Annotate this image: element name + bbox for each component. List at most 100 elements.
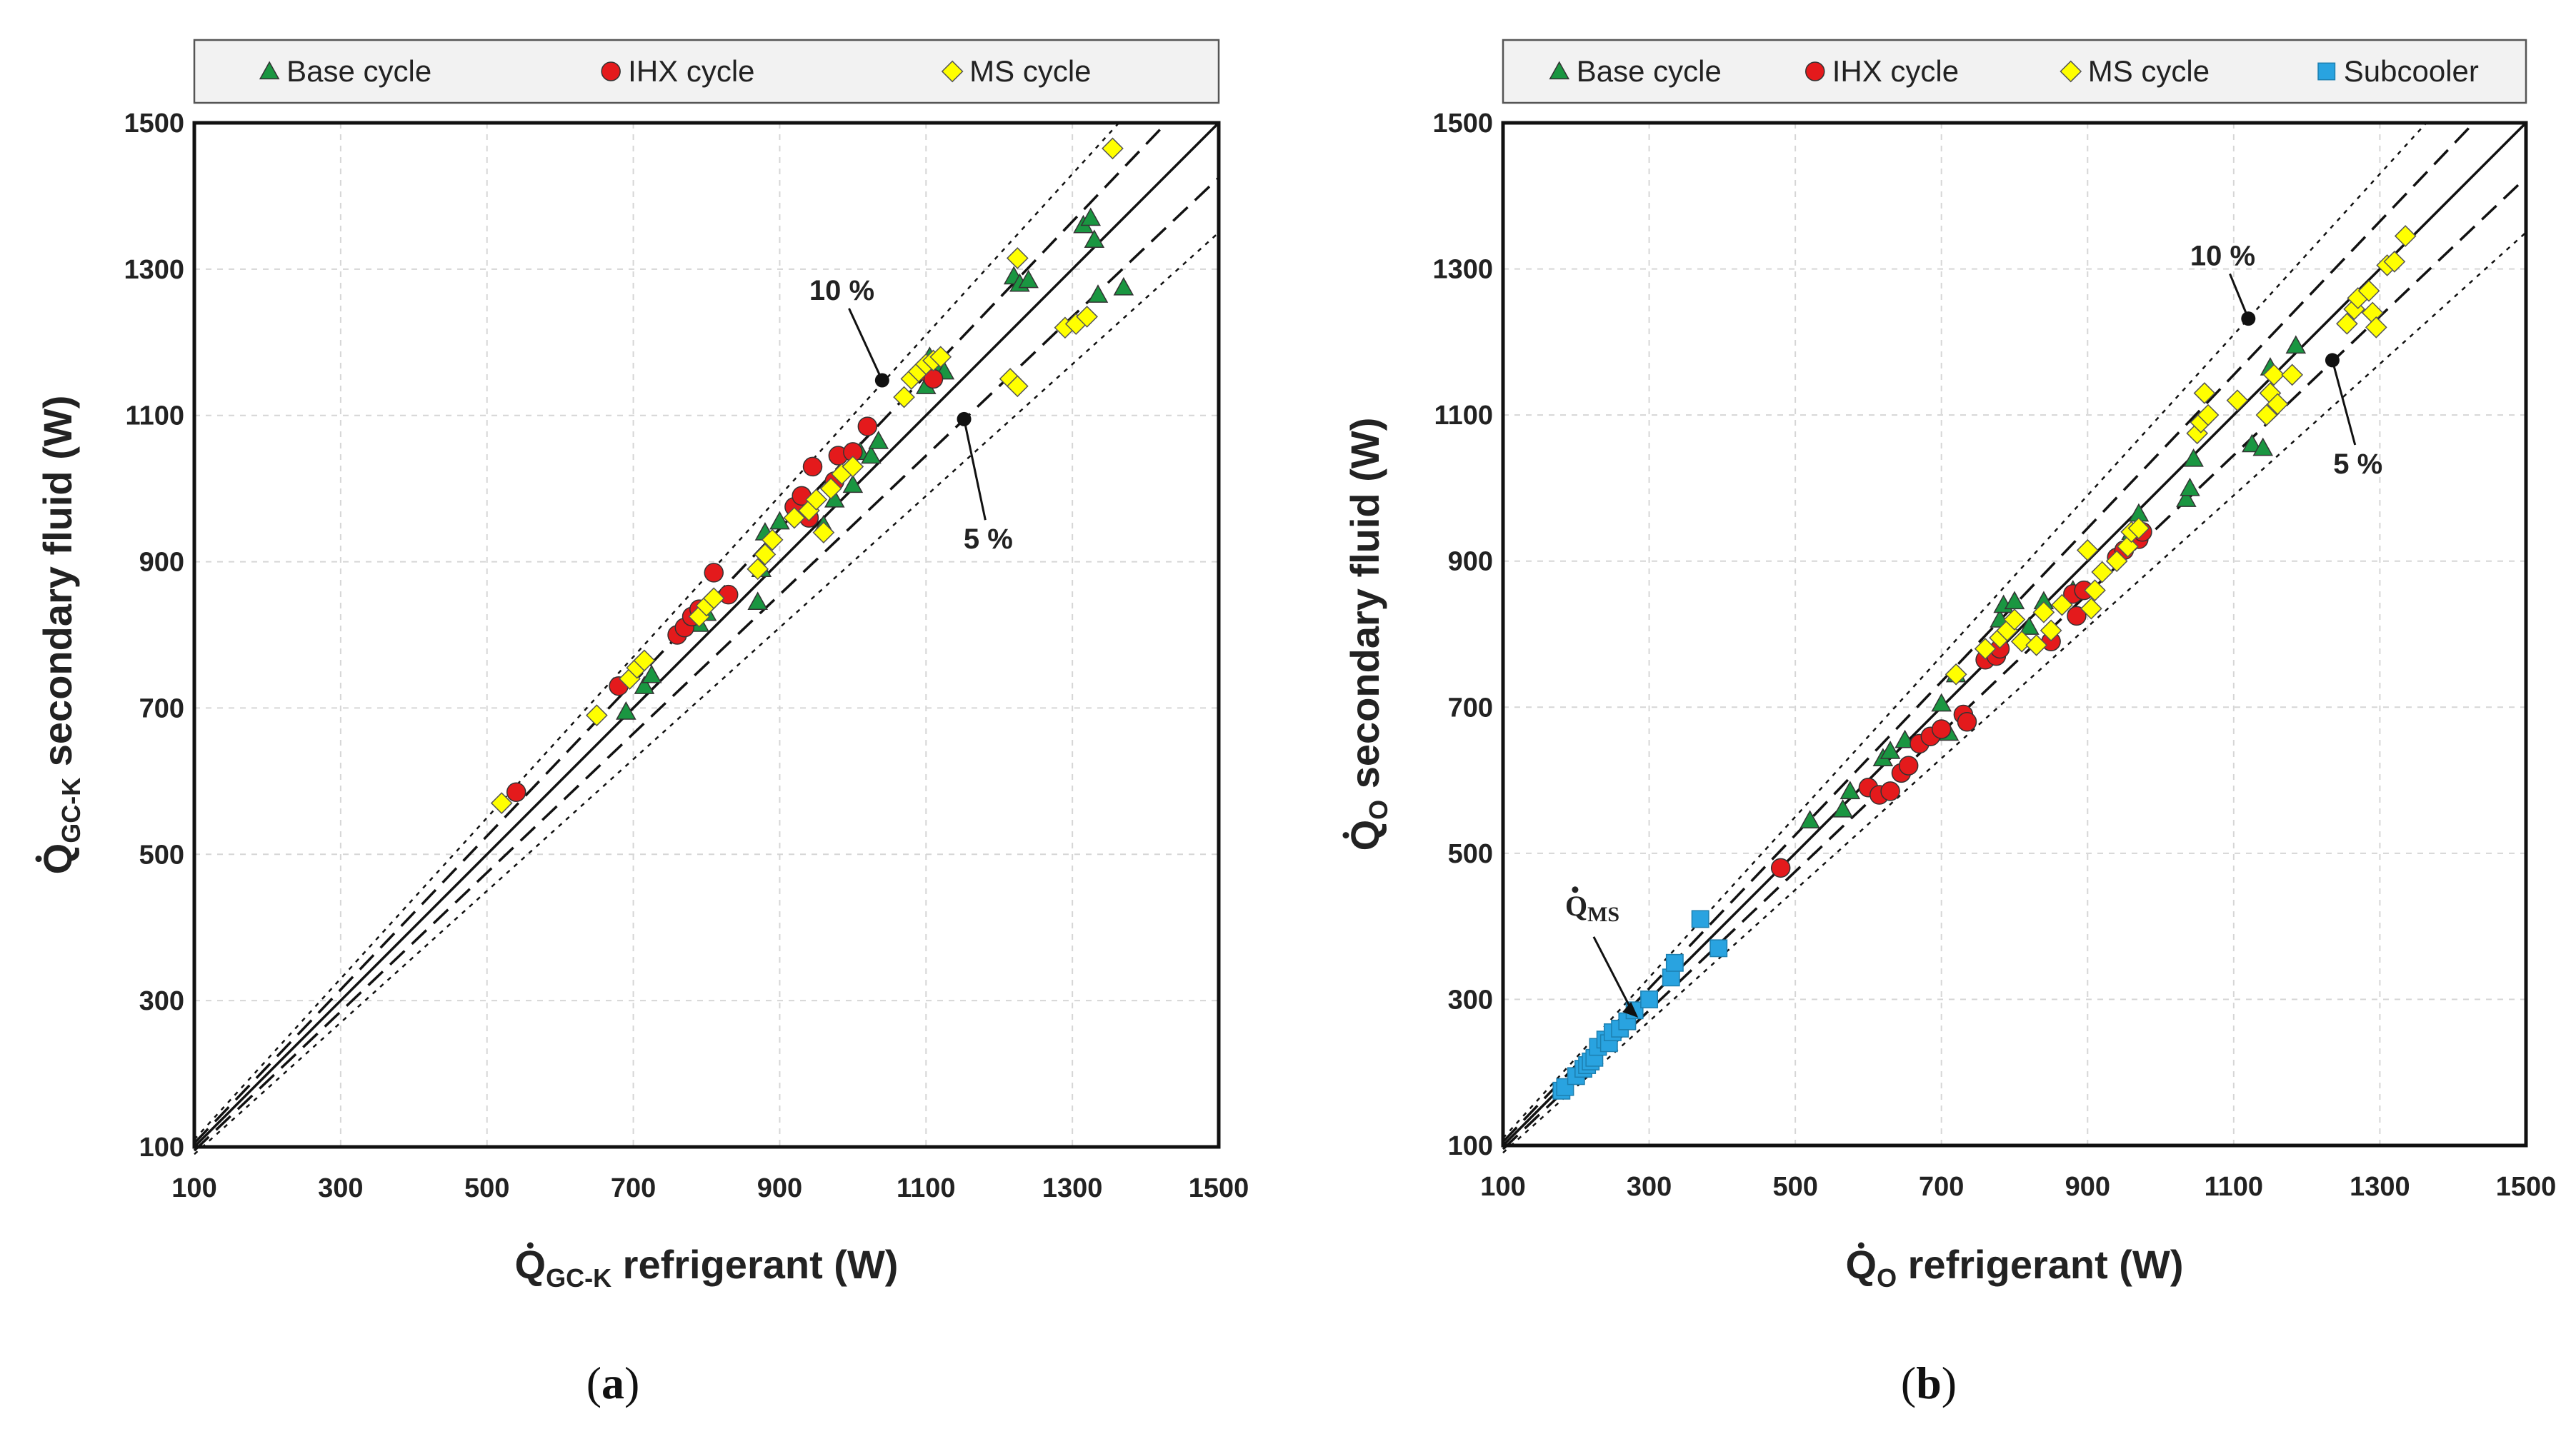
data-point — [1799, 810, 1820, 828]
data-point — [1931, 693, 1952, 712]
panel-label-close: ) — [1942, 1358, 1957, 1408]
data-point — [2051, 593, 2073, 616]
data-point — [2336, 312, 2358, 335]
data-point — [1084, 229, 1105, 249]
data-point — [802, 456, 823, 477]
y-tick-label: 900 — [139, 548, 184, 578]
data-point — [819, 477, 842, 500]
annotation-leader — [2331, 360, 2357, 446]
ref-line-minus-dashed — [1502, 176, 2527, 1150]
x-tick-label: 1500 — [2496, 1172, 2557, 1202]
data-point — [1898, 756, 1919, 776]
legend-marker — [2060, 60, 2082, 83]
data-point — [704, 563, 724, 583]
x-axis-title-symbol: Q — [1846, 1242, 1877, 1287]
annotation-label: 10 % — [809, 275, 874, 306]
x-axis-title-rest: refrigerant (W) — [611, 1242, 898, 1287]
panel-label-open: ( — [1901, 1358, 1916, 1408]
legend: Base cycle IHX cycle MS cycle Subcooler — [1502, 39, 2527, 104]
data-point — [1691, 910, 1709, 928]
y-axis-title: QGC-K secondary fluid (W) — [35, 396, 86, 875]
data-point — [1006, 247, 1029, 269]
legend-item: Base cycle — [259, 54, 431, 88]
x-tick-label: 700 — [611, 1173, 656, 1203]
series-subcooler — [1552, 910, 1728, 1100]
y-axis-title-symbol: Q — [1342, 820, 1387, 851]
data-point — [633, 649, 656, 672]
x-axis-title-rest: refrigerant (W) — [1897, 1242, 2183, 1287]
data-point — [893, 386, 915, 408]
data-point — [812, 521, 835, 543]
legend-label: IHX cycle — [628, 54, 754, 88]
data-point — [1665, 953, 1684, 972]
panel-a-chart: 100 100 300 300 500 500 700 700 900 900 1100 1100 13… — [35, 39, 1249, 1408]
panel-b-chart: 100 100 300 300 500 500 700 700 900 900 1100 1100 13… — [1342, 39, 2556, 1408]
ref-line-plus-dotted — [1502, 122, 2427, 1139]
legend: Base cycle IHX cycle MS cycle — [193, 39, 1220, 104]
data-point — [1832, 798, 1853, 818]
annotations: 10 % 5 % — [809, 275, 1013, 555]
y-tick-label: 700 — [139, 693, 184, 723]
legend-label: Base cycle — [286, 54, 431, 88]
data-point — [2091, 561, 2114, 583]
data-point — [2004, 591, 2025, 610]
annotation-arrowhead — [1622, 1002, 1639, 1018]
annotation-ms-symbol: Q — [1565, 890, 1587, 922]
data-point — [1931, 719, 1952, 739]
data-point — [1640, 990, 1659, 1008]
legend-label: IHX cycle — [1832, 54, 1959, 88]
reference-lines — [193, 121, 1220, 1155]
ref-line-plus-dashed — [1502, 121, 2475, 1143]
legend-label: MS cycle — [2088, 54, 2210, 88]
x-tick-label: 300 — [318, 1173, 363, 1203]
panel-label-open: ( — [586, 1358, 601, 1408]
panel-label-close: ) — [624, 1358, 639, 1408]
data-point — [1945, 663, 1967, 686]
panel-label: (b) — [1901, 1358, 1957, 1408]
data-point — [2365, 316, 2387, 339]
ref-line-minus-dashed — [193, 176, 1220, 1152]
y-tick-label: 300 — [139, 986, 184, 1016]
y-axis-title: QO secondary fluid (W) — [1342, 418, 1393, 851]
data-point — [761, 528, 784, 551]
data-point — [824, 488, 845, 508]
annotation-leader — [848, 308, 884, 381]
legend-item: MS cycle — [2060, 54, 2210, 88]
y-axis-title-dot-accent — [35, 856, 42, 863]
data-point — [2226, 389, 2249, 412]
x-tick-label: 500 — [464, 1173, 509, 1203]
annotations: 10 % 5 % QMS — [1565, 240, 2382, 1018]
series-ms-cycle — [490, 137, 1124, 814]
tick-labels: 100 100 300 300 500 500 700 700 900 900 1100 1100 13… — [1432, 109, 2556, 1202]
x-tick-label: 1100 — [2205, 1172, 2263, 1202]
data-point — [754, 543, 777, 566]
data-point — [805, 488, 828, 511]
data-point — [2032, 601, 2055, 623]
data-point — [1957, 711, 1977, 732]
legend-box — [1502, 39, 2527, 104]
data-point — [1894, 729, 1915, 748]
data-point — [842, 456, 864, 478]
ref-line-plus-dotted — [194, 122, 1120, 1140]
data-point — [2285, 335, 2307, 354]
data-point — [2105, 550, 2128, 573]
data-point — [929, 346, 952, 368]
annotation-label: 5 % — [2333, 448, 2382, 480]
data-point — [857, 416, 878, 436]
annotation-leader — [963, 418, 987, 521]
series-ms-cycle — [1945, 225, 2417, 686]
y-tick-label: 100 — [139, 1133, 184, 1163]
x-tick-label: 900 — [757, 1173, 802, 1203]
data-point — [2127, 517, 2150, 540]
data-points — [490, 137, 1134, 814]
legend-marker — [259, 61, 280, 80]
data-point — [2281, 363, 2304, 386]
data-point — [1880, 781, 1900, 801]
data-point — [1018, 269, 1039, 289]
y-tick-label: 1500 — [124, 109, 184, 139]
legend-marker — [2317, 62, 2336, 81]
data-point — [585, 704, 608, 727]
legend-marker — [1549, 61, 1570, 80]
legend-label: Subcooler — [2344, 54, 2479, 88]
